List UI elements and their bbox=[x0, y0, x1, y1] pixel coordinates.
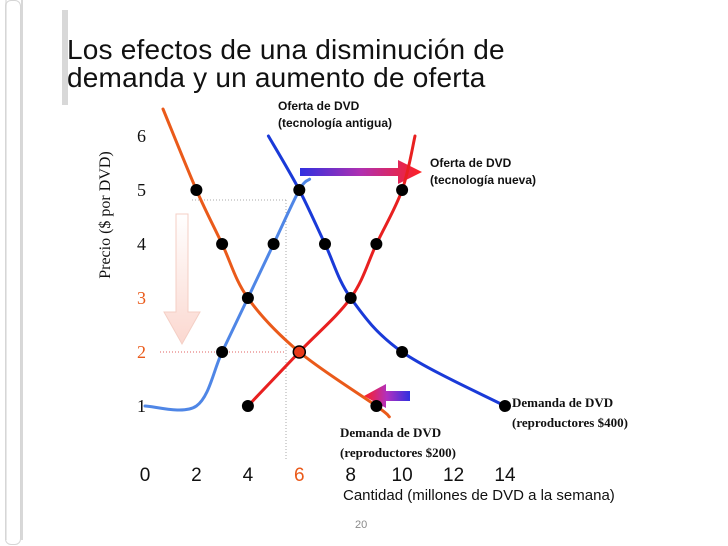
data-point bbox=[216, 238, 229, 250]
label-supply-new-line2: (tecnología nueva) bbox=[430, 173, 536, 187]
label-supply-old-line2: (tecnología antigua) bbox=[278, 116, 392, 130]
label-demand-400: Demanda de DVD (reproductores $400) bbox=[512, 395, 628, 430]
supply-shift-arrow bbox=[300, 160, 422, 184]
slide-left-decoration bbox=[0, 0, 66, 546]
supply-new-curve bbox=[246, 134, 417, 408]
supply-old-curve bbox=[143, 177, 312, 412]
data-point bbox=[396, 346, 409, 358]
price-down-arrow bbox=[163, 213, 201, 346]
data-point bbox=[293, 184, 306, 196]
x-tick-label: 8 bbox=[345, 465, 356, 486]
slide-title: Los efectos de una disminución de demand… bbox=[67, 36, 505, 92]
data-point bbox=[370, 238, 383, 250]
y-tick-label: 3 bbox=[137, 288, 146, 308]
data-point bbox=[241, 400, 254, 412]
y-tick-label: 1 bbox=[137, 396, 146, 416]
y-tick-label: 4 bbox=[137, 234, 146, 254]
x-tick-label: 10 bbox=[392, 465, 413, 486]
data-point bbox=[499, 400, 511, 412]
demand-200-curve bbox=[161, 107, 391, 419]
label-supply-new-line1: Oferta de DVD bbox=[430, 156, 512, 170]
data-point bbox=[190, 184, 203, 196]
label-supply-new: Oferta de DVD (tecnología nueva) bbox=[430, 156, 536, 187]
x-tick-label: 4 bbox=[243, 465, 254, 486]
y-axis-label: Precio ($ por DVD) bbox=[97, 151, 114, 279]
data-point bbox=[267, 238, 280, 250]
y-tick-label: 2 bbox=[137, 342, 146, 362]
slide-title-line1: Los efectos de una disminución de bbox=[67, 34, 505, 65]
label-supply-old: Oferta de DVD (tecnología antigua) bbox=[278, 99, 392, 130]
label-demand-200: Demanda de DVD (reproductores $200) bbox=[340, 425, 456, 460]
x-tick-label: 14 bbox=[494, 465, 516, 486]
x-tick-label: 12 bbox=[443, 465, 464, 486]
data-point bbox=[241, 292, 254, 304]
label-demand-400-line2: (reproductores $400) bbox=[512, 415, 628, 430]
data-point bbox=[344, 292, 357, 304]
x-axis-label: Cantidad (millones de DVD a la semana) bbox=[343, 487, 615, 504]
data-point bbox=[216, 346, 229, 358]
data-point bbox=[319, 238, 331, 250]
x-tick-label: 0 bbox=[140, 465, 151, 486]
x-tick-label: 2 bbox=[191, 465, 202, 486]
y-tick-label: 6 bbox=[137, 126, 146, 146]
label-demand-400-line1: Demanda de DVD bbox=[512, 395, 613, 410]
label-supply-old-line1: Oferta de DVD bbox=[278, 99, 360, 113]
x-tick-label: 6 bbox=[294, 465, 305, 486]
slide-number: 20 bbox=[355, 519, 368, 531]
decorative-bar bbox=[5, 0, 23, 545]
data-point bbox=[396, 184, 409, 196]
label-demand-200-line2: (reproductores $200) bbox=[340, 445, 456, 460]
label-demand-200-line1: Demanda de DVD bbox=[340, 425, 441, 440]
slide-title-line2: demanda y un aumento de oferta bbox=[67, 62, 486, 93]
title-accent-bar bbox=[62, 10, 68, 105]
equilibrium-new-point bbox=[292, 345, 307, 359]
y-tick-label: 5 bbox=[137, 180, 146, 200]
data-point bbox=[370, 400, 383, 412]
